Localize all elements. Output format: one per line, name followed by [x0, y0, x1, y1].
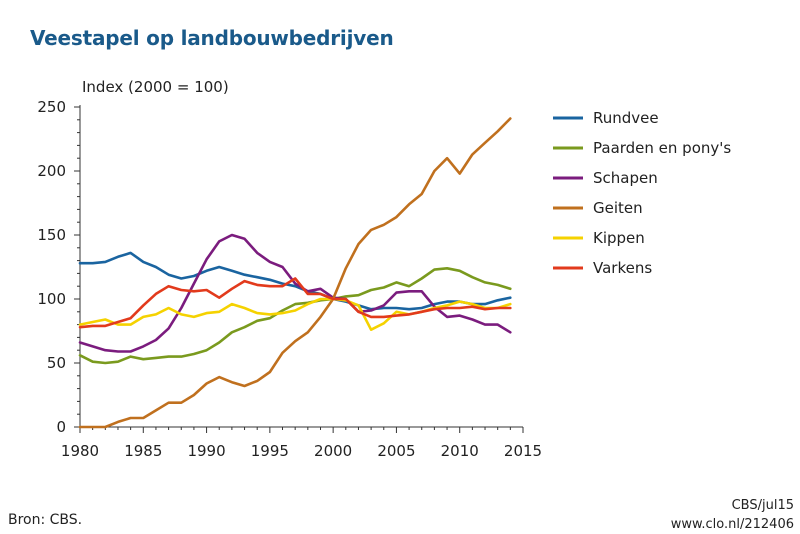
credit-note: CBS/jul15 www.clo.nl/212406: [671, 496, 794, 534]
x-tick-label: 2000: [314, 442, 352, 460]
series-line-schapen: [78, 233, 512, 353]
legend-item: Schapen: [553, 169, 658, 187]
series-line-kippen: [78, 297, 512, 332]
legend-label: Rundvee: [593, 109, 659, 127]
credit-line-2: www.clo.nl/212406: [670, 517, 794, 532]
x-tick-label: 2015: [504, 442, 542, 460]
series-line-geiten: [78, 117, 512, 429]
legend-label: Varkens: [593, 259, 652, 277]
y-tick-label: 250: [37, 98, 66, 116]
legend-label: Geiten: [593, 199, 643, 217]
y-tick-label: 100: [37, 290, 66, 308]
x-tick-label: 1990: [187, 442, 225, 460]
chart-title: Veestapel op landbouwbedrijven: [30, 26, 394, 50]
x-tick-label: 2005: [377, 442, 415, 460]
x-tick-label: 1995: [251, 442, 289, 460]
legend-item: Kippen: [553, 229, 645, 247]
source-note: Bron: CBS.: [8, 512, 83, 528]
y-tick-label: 200: [37, 162, 66, 180]
x-tick-label: 1980: [61, 442, 99, 460]
y-tick-label: 150: [37, 226, 66, 244]
legend-item: Rundvee: [553, 109, 659, 127]
legend: Rundvee Paarden en pony's Schapen Geiten Kip…: [553, 109, 731, 277]
x-tick-label: 1985: [124, 442, 162, 460]
y-axis-label: Index (2000 = 100): [82, 78, 229, 96]
series-line-varkens: [78, 277, 512, 329]
credit-line-1: CBS/jul15: [731, 498, 794, 513]
legend-label: Paarden en pony's: [593, 139, 731, 157]
legend-item: Varkens: [553, 259, 652, 277]
series-lines: [78, 117, 512, 429]
legend-label: Schapen: [593, 169, 658, 187]
series-line-rundvee: [78, 251, 512, 311]
legend-item: Geiten: [553, 199, 643, 217]
legend-label: Kippen: [593, 229, 645, 247]
series-line-paarden-en-pony-s: [78, 266, 512, 365]
y-tick-label: 50: [47, 354, 66, 372]
axes: 0 50 100 150 200 250 1980 1985 1990 1995 2000 2005 2…: [37, 98, 542, 460]
legend-item: Paarden en pony's: [553, 139, 731, 157]
y-tick-label: 0: [56, 418, 66, 436]
x-tick-label: 2010: [441, 442, 479, 460]
